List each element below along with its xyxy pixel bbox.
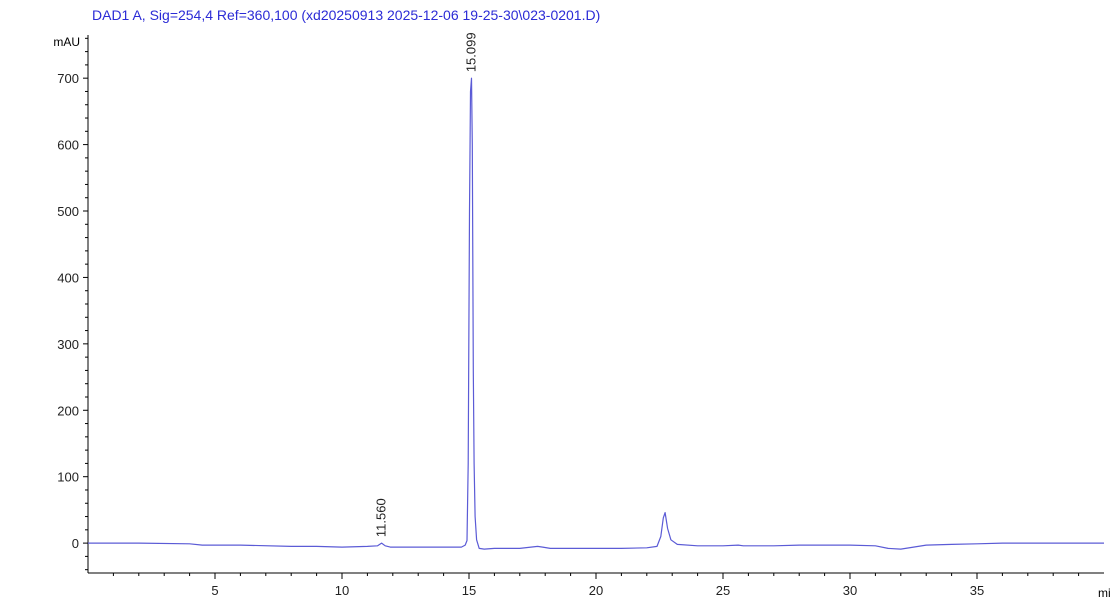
y-tick-label: 0 (72, 536, 79, 551)
y-tick-label: 200 (57, 403, 79, 418)
y-tick-label: 400 (57, 270, 79, 285)
peak-label: 15.099 (464, 32, 479, 72)
x-tick-label: 35 (970, 583, 984, 598)
x-tick-label: 10 (335, 583, 349, 598)
x-axis-label: min (1098, 586, 1110, 600)
chart-title: DAD1 A, Sig=254,4 Ref=360,100 (xd2025091… (92, 7, 601, 23)
y-tick-label: 300 (57, 337, 79, 352)
peak-label: 11.560 (374, 498, 389, 537)
y-tick-label: 600 (57, 138, 79, 153)
chromatogram-trace (88, 77, 1104, 550)
y-tick-label: 100 (57, 470, 79, 485)
x-tick-label: 25 (716, 583, 730, 598)
y-tick-label: 700 (57, 71, 79, 86)
y-tick-label: 500 (57, 204, 79, 219)
axes: 0 100 200 300 400 500 600 700 5 10 15 20 25 30 35 (57, 35, 1104, 598)
x-tick-label: 30 (843, 583, 857, 598)
x-tick-label: 20 (589, 583, 603, 598)
x-tick-label: 15 (462, 583, 476, 598)
y-axis-label: mAU (53, 35, 80, 49)
trace-layer (88, 77, 1104, 550)
x-tick-label: 5 (211, 583, 218, 598)
labels-layer: 11.560 15.099 (374, 32, 479, 537)
